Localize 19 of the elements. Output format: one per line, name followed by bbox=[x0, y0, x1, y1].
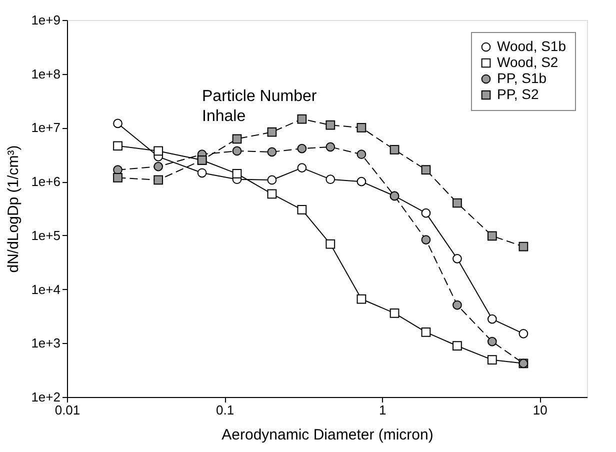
y-axis-title: dN/dLogDp (1/cm³) bbox=[5, 145, 22, 273]
y-tick-label: 1e+3 bbox=[31, 336, 60, 351]
x-tick-label: 0.01 bbox=[54, 402, 80, 418]
x-tick-label: 10 bbox=[532, 402, 548, 418]
x-tick-label: 0.1 bbox=[216, 402, 234, 418]
legend-label: PP, S2 bbox=[497, 86, 539, 102]
y-tick-label: 1e+5 bbox=[31, 228, 60, 243]
y-tick-label: 1e+2 bbox=[31, 390, 60, 404]
legend-label: Wood, S2 bbox=[497, 54, 558, 70]
annotation: Particle Number Inhale bbox=[202, 88, 318, 125]
legend-label: Wood, S1b bbox=[497, 38, 566, 54]
x-tick-label: 1 bbox=[378, 402, 386, 418]
legend-label: PP, S1b bbox=[497, 70, 547, 86]
y-tick-label: 1e+4 bbox=[31, 282, 60, 297]
y-tick-label: 1e+7 bbox=[31, 120, 60, 136]
x-axis-title: Aerodynamic Diameter (micron) bbox=[222, 426, 434, 444]
y-tick-label: 1e+6 bbox=[31, 174, 60, 190]
y-tick-label: 1e+8 bbox=[31, 66, 60, 82]
y-tick-label: 1e+9 bbox=[31, 12, 60, 28]
